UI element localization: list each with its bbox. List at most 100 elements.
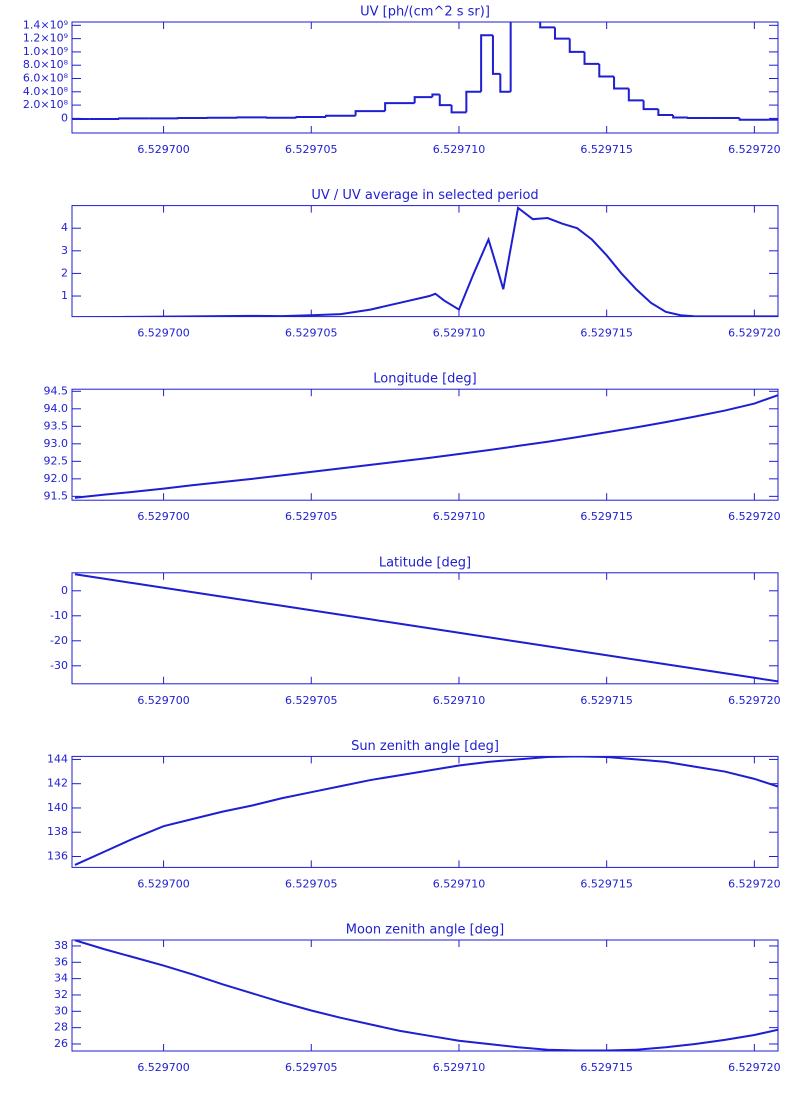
y-tick-label: 140 bbox=[47, 801, 68, 814]
y-tick-label: 30 bbox=[54, 1004, 68, 1017]
panel-title: Moon zenith angle [deg] bbox=[346, 923, 504, 938]
y-tick-label: 34 bbox=[54, 972, 68, 985]
data-line bbox=[75, 756, 784, 865]
x-tick-label: 6.529715 bbox=[580, 327, 633, 340]
uv-step bbox=[540, 12, 555, 27]
x-tick-label: 6.529720 bbox=[728, 877, 781, 890]
data-line bbox=[75, 208, 784, 318]
panel: Sun zenith angle [deg] 6.529700 6.529705 6.… bbox=[47, 739, 784, 891]
panel-title: UV [ph/(cm^2 s sr)] bbox=[360, 5, 490, 20]
y-tick-label: 142 bbox=[47, 777, 68, 790]
x-tick-label: 6.529700 bbox=[137, 694, 190, 707]
y-tick-label: 4.0×10⁸ bbox=[23, 85, 69, 98]
y-tick-label: 94.0 bbox=[44, 402, 69, 415]
y-tick-label: 144 bbox=[47, 752, 68, 765]
uv-step bbox=[599, 64, 614, 77]
x-tick-label: 6.529710 bbox=[433, 1061, 486, 1074]
uv-step bbox=[356, 111, 386, 116]
x-tick-label: 6.529700 bbox=[137, 510, 190, 523]
y-tick-label: 2 bbox=[61, 266, 68, 279]
y-tick-label: 4 bbox=[61, 221, 68, 234]
panel: Moon zenith angle [deg] 6.529700 6.529705 6… bbox=[54, 923, 784, 1075]
y-tick-label: -20 bbox=[50, 634, 68, 647]
y-tick-label: -10 bbox=[50, 609, 68, 622]
x-tick-label: 6.529720 bbox=[728, 694, 781, 707]
y-tick-label: 8.0×10⁸ bbox=[23, 58, 69, 71]
uv-step bbox=[511, 5, 526, 91]
panel-title: Sun zenith angle [deg] bbox=[351, 739, 499, 754]
plot-area bbox=[72, 5, 778, 119]
panel-title: Longitude [deg] bbox=[373, 372, 476, 387]
y-tick-label: 1.0×10⁹ bbox=[23, 45, 68, 58]
x-tick-label: 6.529720 bbox=[728, 1061, 781, 1074]
y-tick-label: 6.0×10⁸ bbox=[23, 71, 69, 84]
y-tick-label: -30 bbox=[50, 659, 68, 672]
uv-step bbox=[466, 92, 481, 113]
y-tick-label: 0 bbox=[61, 584, 68, 597]
x-tick-label: 6.529705 bbox=[285, 694, 338, 707]
data-line bbox=[75, 940, 784, 1050]
x-tick-label: 6.529705 bbox=[285, 1061, 338, 1074]
plot-area bbox=[75, 393, 784, 498]
uv-step bbox=[585, 52, 600, 64]
uv-step bbox=[629, 88, 644, 100]
uv-step bbox=[326, 116, 356, 117]
uv-step bbox=[452, 105, 467, 112]
uv-step bbox=[415, 97, 433, 103]
uv-step bbox=[614, 77, 629, 89]
panel: Latitude [deg] 6.529700 6.529705 6.529710 6.… bbox=[50, 555, 784, 707]
panel: UV / UV average in selected period 6.5297… bbox=[61, 188, 784, 340]
y-tick-label: 92.0 bbox=[44, 472, 69, 485]
x-tick-label: 6.529700 bbox=[137, 877, 190, 890]
x-tick-label: 6.529710 bbox=[433, 694, 486, 707]
x-tick-label: 6.529715 bbox=[580, 510, 633, 523]
uv-step bbox=[119, 118, 149, 119]
panel-title: UV / UV average in selected period bbox=[311, 188, 538, 203]
plot-frame bbox=[72, 756, 778, 867]
y-tick-label: 28 bbox=[54, 1021, 68, 1034]
uv-step bbox=[688, 118, 710, 119]
y-tick-label: 92.5 bbox=[44, 454, 69, 467]
uv-step bbox=[385, 103, 415, 111]
y-tick-label: 36 bbox=[54, 955, 68, 968]
y-tick-label: 136 bbox=[47, 849, 68, 862]
panel-title: Latitude [deg] bbox=[379, 555, 471, 570]
uv-step bbox=[432, 94, 439, 97]
uv-step bbox=[493, 35, 500, 74]
x-tick-label: 6.529700 bbox=[137, 143, 190, 156]
uv-step bbox=[481, 35, 493, 91]
uv-step bbox=[740, 118, 770, 120]
y-tick-label: 93.0 bbox=[44, 437, 69, 450]
plot-frame bbox=[72, 389, 778, 500]
uv-step bbox=[673, 115, 688, 117]
uv-step bbox=[658, 109, 673, 115]
x-tick-label: 6.529710 bbox=[433, 327, 486, 340]
data-line bbox=[75, 393, 784, 498]
x-tick-label: 6.529705 bbox=[285, 877, 338, 890]
y-tick-label: 1.4×10⁹ bbox=[23, 18, 68, 31]
x-tick-label: 6.529705 bbox=[285, 327, 338, 340]
uv-step bbox=[644, 100, 659, 109]
y-tick-label: 1.2×10⁹ bbox=[23, 32, 68, 45]
x-tick-label: 6.529710 bbox=[433, 510, 486, 523]
x-tick-label: 6.529715 bbox=[580, 694, 633, 707]
uv-step bbox=[570, 39, 585, 52]
x-tick-label: 6.529700 bbox=[137, 1061, 190, 1074]
x-tick-label: 6.529705 bbox=[285, 143, 338, 156]
x-tick-label: 6.529700 bbox=[137, 327, 190, 340]
x-tick-label: 6.529715 bbox=[580, 877, 633, 890]
y-tick-label: 93.5 bbox=[44, 419, 69, 432]
data-line bbox=[75, 574, 784, 682]
uv-step bbox=[440, 94, 452, 105]
uv-step bbox=[500, 74, 510, 92]
y-tick-label: 38 bbox=[54, 939, 68, 952]
y-tick-label: 94.5 bbox=[44, 384, 69, 397]
uv-step bbox=[297, 117, 327, 118]
plot-frame bbox=[72, 22, 778, 133]
plot-area bbox=[75, 574, 784, 682]
y-tick-label: 138 bbox=[47, 825, 68, 838]
plot-area bbox=[75, 940, 784, 1050]
